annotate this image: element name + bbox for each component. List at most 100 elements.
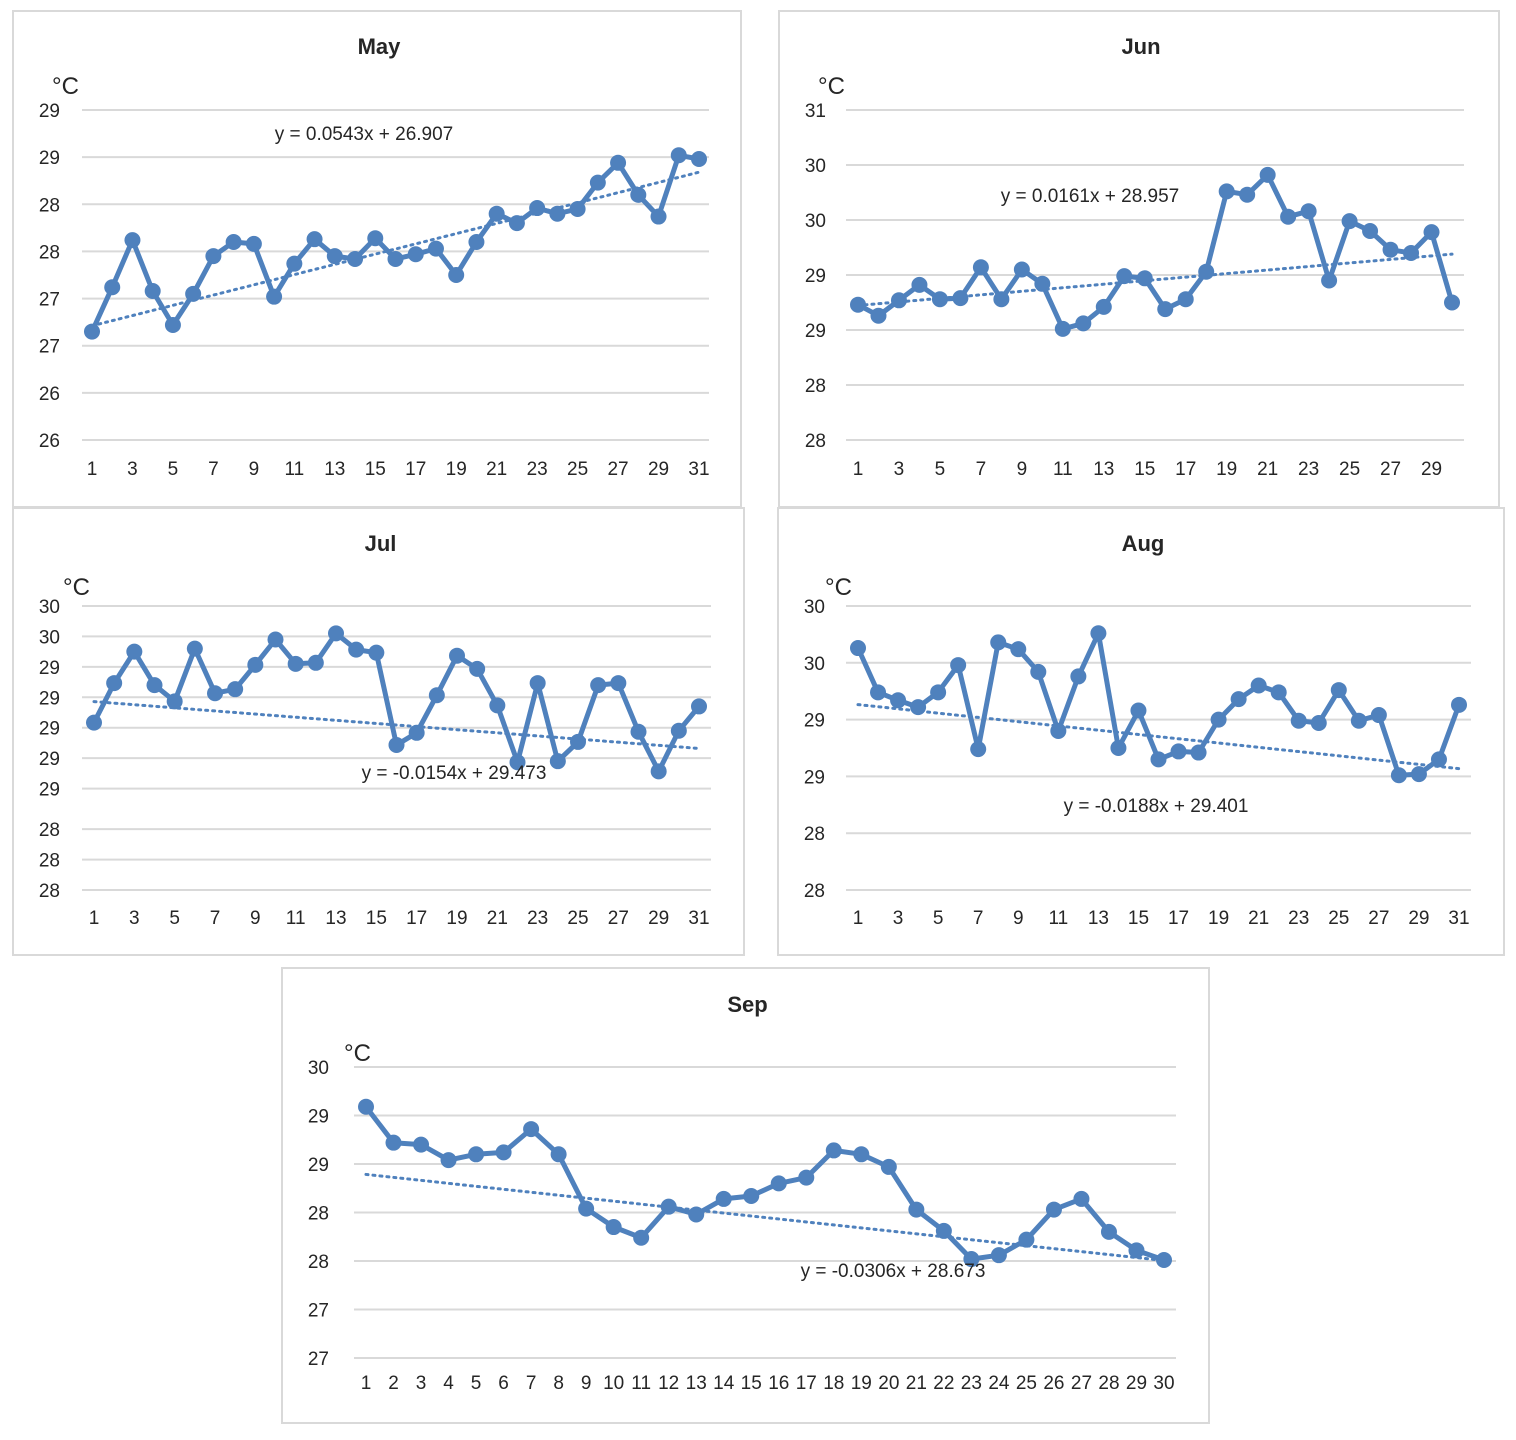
x-tick-label: 23 bbox=[1288, 908, 1309, 929]
x-tick-label: 17 bbox=[1168, 908, 1189, 929]
y-tick-label: 27 bbox=[39, 290, 60, 311]
y-tick-label: 28 bbox=[805, 431, 826, 452]
y-tick-label: 30 bbox=[805, 211, 826, 232]
data-point bbox=[1018, 1231, 1035, 1248]
data-point bbox=[715, 1190, 732, 1207]
data-point bbox=[509, 754, 526, 771]
data-point bbox=[529, 675, 546, 692]
x-tick-label: 17 bbox=[405, 459, 426, 480]
y-unit-label: °C bbox=[344, 1040, 371, 1067]
series-line bbox=[89, 152, 700, 333]
data-point bbox=[529, 200, 546, 217]
data-point bbox=[1177, 291, 1194, 308]
data-point bbox=[469, 660, 486, 677]
data-point bbox=[368, 644, 385, 661]
data-point bbox=[1095, 298, 1112, 315]
data-point bbox=[630, 723, 647, 740]
x-tick-label: 22 bbox=[933, 1373, 954, 1394]
data-point bbox=[440, 1152, 457, 1169]
y-tick-label: 31 bbox=[805, 101, 826, 122]
y-tick-label: 26 bbox=[39, 431, 60, 452]
y-tick-label: 30 bbox=[804, 654, 825, 675]
data-point bbox=[990, 1247, 1007, 1264]
y-tick-label: 30 bbox=[804, 597, 825, 618]
data-point bbox=[266, 288, 283, 305]
x-tick-label: 27 bbox=[607, 459, 628, 480]
data-point bbox=[1280, 208, 1297, 225]
data-point bbox=[104, 279, 121, 296]
data-point bbox=[633, 1229, 650, 1246]
x-tick-label: 13 bbox=[686, 1373, 707, 1394]
data-point bbox=[408, 724, 425, 741]
x-tick-label: 19 bbox=[851, 1373, 872, 1394]
x-tick-label: 19 bbox=[1216, 459, 1237, 480]
data-point bbox=[569, 201, 586, 217]
data-point bbox=[850, 296, 866, 313]
x-tick-label: 17 bbox=[1175, 459, 1196, 480]
x-tick-label: 25 bbox=[1328, 908, 1349, 929]
data-point bbox=[428, 687, 445, 704]
data-point bbox=[590, 677, 607, 694]
x-tick-label: 23 bbox=[961, 1373, 982, 1394]
data-point bbox=[1116, 268, 1133, 285]
x-tick-label: 21 bbox=[906, 1373, 927, 1394]
x-tick-label: 29 bbox=[1126, 1373, 1147, 1394]
x-tick-label: 17 bbox=[406, 908, 427, 929]
data-point bbox=[650, 208, 667, 225]
x-tick-label: 27 bbox=[1368, 908, 1389, 929]
data-point bbox=[468, 1146, 485, 1163]
x-tick-label: 5 bbox=[168, 459, 179, 480]
x-tick-label: 7 bbox=[973, 908, 984, 929]
x-tick-label: 15 bbox=[1134, 459, 1155, 480]
x-tick-label: 29 bbox=[1408, 908, 1429, 929]
data-point bbox=[86, 714, 102, 731]
x-tick-label: 30 bbox=[1153, 1373, 1174, 1394]
y-tick-label: 28 bbox=[308, 1204, 329, 1225]
data-point bbox=[347, 250, 364, 267]
x-tick-label: 19 bbox=[1208, 908, 1229, 929]
x-tick-label: 9 bbox=[581, 1373, 592, 1394]
chart-title: May bbox=[358, 34, 402, 59]
data-point bbox=[952, 290, 969, 307]
data-point bbox=[1250, 677, 1267, 694]
trendline bbox=[856, 703, 1461, 771]
data-point bbox=[1341, 213, 1358, 230]
data-point bbox=[931, 291, 948, 308]
x-tick-label: 21 bbox=[487, 908, 508, 929]
x-tick-label: 7 bbox=[526, 1373, 537, 1394]
data-point bbox=[1150, 751, 1167, 768]
x-tick-label: 13 bbox=[325, 908, 346, 929]
data-point bbox=[589, 174, 606, 191]
data-point bbox=[1136, 270, 1153, 287]
data-point bbox=[630, 186, 647, 203]
x-tick-label: 13 bbox=[1093, 459, 1114, 480]
x-tick-label: 9 bbox=[250, 908, 261, 929]
x-tick-label: 9 bbox=[1013, 908, 1024, 929]
data-point bbox=[387, 250, 404, 267]
x-tick-label: 19 bbox=[446, 908, 467, 929]
trendline-equation: y = -0.0154x + 29.473 bbox=[362, 763, 547, 784]
y-unit-label: °C bbox=[818, 73, 845, 100]
data-point bbox=[1270, 684, 1287, 701]
y-tick-label: 29 bbox=[39, 101, 60, 122]
data-point bbox=[549, 205, 566, 222]
data-point bbox=[388, 736, 405, 753]
data-point bbox=[970, 741, 987, 758]
data-point bbox=[489, 697, 506, 714]
x-tick-label: 5 bbox=[471, 1373, 482, 1394]
data-point bbox=[1030, 663, 1047, 680]
data-point bbox=[1259, 166, 1276, 183]
x-tick-label: 1 bbox=[853, 459, 864, 480]
data-point bbox=[1390, 767, 1407, 784]
y-tick-label: 27 bbox=[308, 1349, 329, 1370]
x-tick-label: 15 bbox=[366, 908, 387, 929]
data-point bbox=[348, 641, 365, 658]
y-tick-label: 28 bbox=[39, 881, 60, 902]
y-tick-label: 28 bbox=[804, 824, 825, 845]
data-point bbox=[550, 1146, 567, 1163]
y-tick-label: 28 bbox=[39, 242, 60, 263]
data-point bbox=[247, 656, 264, 673]
trendline bbox=[364, 1172, 1166, 1263]
data-point bbox=[1370, 707, 1387, 724]
